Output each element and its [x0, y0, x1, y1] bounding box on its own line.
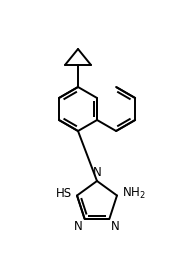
Text: NH$_2$: NH$_2$: [122, 186, 146, 201]
Text: N: N: [74, 220, 83, 233]
Text: N: N: [111, 220, 120, 233]
Text: N: N: [93, 167, 101, 179]
Text: HS: HS: [56, 187, 72, 200]
